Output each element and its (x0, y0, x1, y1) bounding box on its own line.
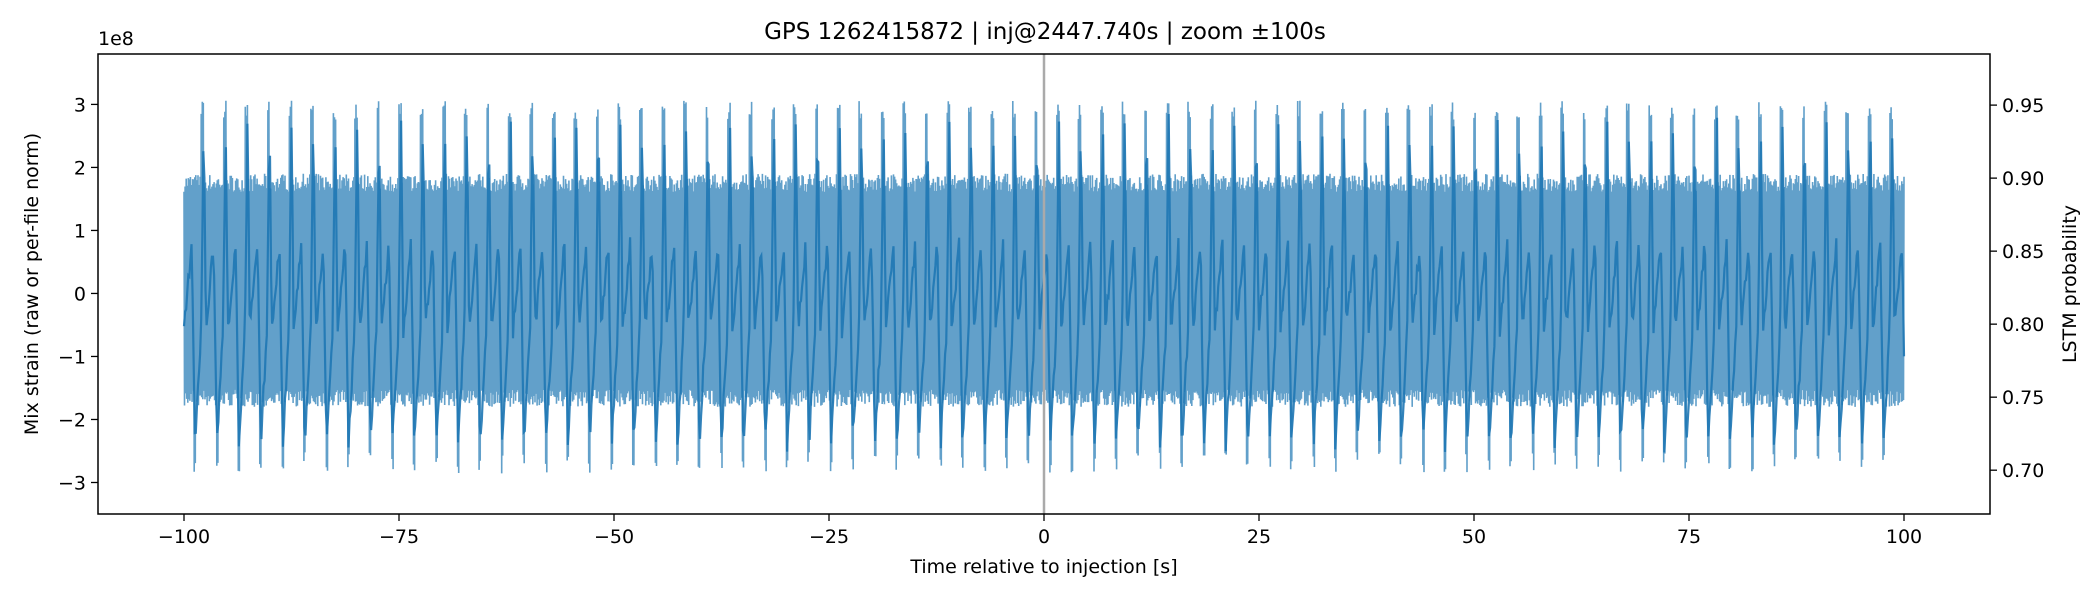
y2-tick-label: 0.70 (2002, 460, 2044, 482)
y2-tick-label: 0.80 (2002, 314, 2044, 336)
offset-text: 1e8 (98, 28, 134, 50)
x-axis: −100 −75 −50 −25 0 25 50 75 100 (158, 514, 1922, 548)
y-tick-label: 0 (74, 283, 86, 305)
x-tick-label: −50 (594, 526, 634, 548)
x-tick-label: −100 (158, 526, 210, 548)
x-tick-label: 100 (1886, 526, 1922, 548)
y-tick-label: 3 (74, 94, 86, 116)
y2-tick-label: 0.95 (2002, 95, 2044, 117)
chart-title: GPS 1262415872 | inj@2447.740s | zoom ±1… (764, 19, 1326, 45)
y-tick-label: −2 (58, 409, 86, 431)
y-axis-left: −3 −2 −1 0 1 2 3 (58, 94, 98, 494)
y-axis-right: 0.70 0.75 0.80 0.85 0.90 0.95 (1990, 95, 2044, 482)
x-tick-label: 50 (1462, 526, 1486, 548)
x-tick-label: −25 (809, 526, 849, 548)
plot-area (182, 54, 1906, 514)
x-tick-label: 25 (1247, 526, 1271, 548)
y-tick-label: −1 (58, 346, 86, 368)
y2-tick-label: 0.75 (2002, 387, 2044, 409)
y2-axis-label: LSTM probability (2059, 205, 2081, 363)
y-tick-label: 1 (74, 220, 86, 242)
y2-tick-label: 0.85 (2002, 241, 2044, 263)
x-axis-label: Time relative to injection [s] (909, 556, 1177, 578)
x-tick-label: −75 (379, 526, 419, 548)
y-tick-label: −3 (58, 472, 86, 494)
y2-tick-label: 0.90 (2002, 168, 2044, 190)
y-axis-label: Mix strain (raw or per-file norm) (21, 133, 43, 435)
x-tick-label: 75 (1677, 526, 1701, 548)
x-tick-label: 0 (1038, 526, 1050, 548)
y-tick-label: 2 (74, 157, 86, 179)
